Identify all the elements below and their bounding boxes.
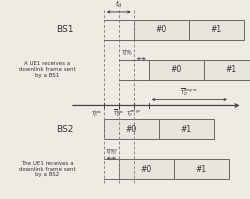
Text: A UE1 receives a
downlink frame sent
by a BS1: A UE1 receives a downlink frame sent by …	[19, 61, 76, 78]
Text: The UE1 receives a
downlink frame sent
by a BS2: The UE1 receives a downlink frame sent b…	[19, 161, 76, 178]
Bar	[104, 119, 159, 139]
Text: BS1: BS1	[56, 25, 74, 34]
Text: #0: #0	[156, 25, 167, 34]
Bar	[149, 60, 204, 80]
Text: #1: #1	[226, 65, 237, 74]
Text: $t_d$: $t_d$	[115, 0, 123, 10]
Text: $T^{range}_{D}$: $T^{range}_{D}$	[126, 108, 141, 119]
Bar	[204, 60, 250, 80]
Text: #1: #1	[181, 125, 192, 134]
Text: #1: #1	[196, 165, 207, 174]
Text: #0: #0	[171, 65, 182, 74]
Bar	[119, 159, 174, 179]
Bar	[174, 159, 229, 179]
Bar	[159, 119, 214, 139]
Text: BS2: BS2	[56, 125, 74, 134]
Text: #0: #0	[140, 165, 152, 174]
Text: $T^{base}_{STO}$: $T^{base}_{STO}$	[104, 146, 118, 157]
Text: #1: #1	[211, 25, 222, 34]
Text: #0: #0	[126, 125, 137, 134]
Text: $T^{bas}_{STO}$: $T^{bas}_{STO}$	[121, 47, 132, 58]
Bar	[189, 20, 244, 40]
Text: $\overline{T}^{unsync}_{D}$: $\overline{T}^{unsync}_{D}$	[180, 87, 199, 98]
Text: $\overline{T}^{bas}_{D}$: $\overline{T}^{bas}_{D}$	[113, 108, 124, 119]
Bar	[134, 20, 189, 40]
Text: $T^{bas}_{D}$: $T^{bas}_{D}$	[91, 108, 102, 119]
